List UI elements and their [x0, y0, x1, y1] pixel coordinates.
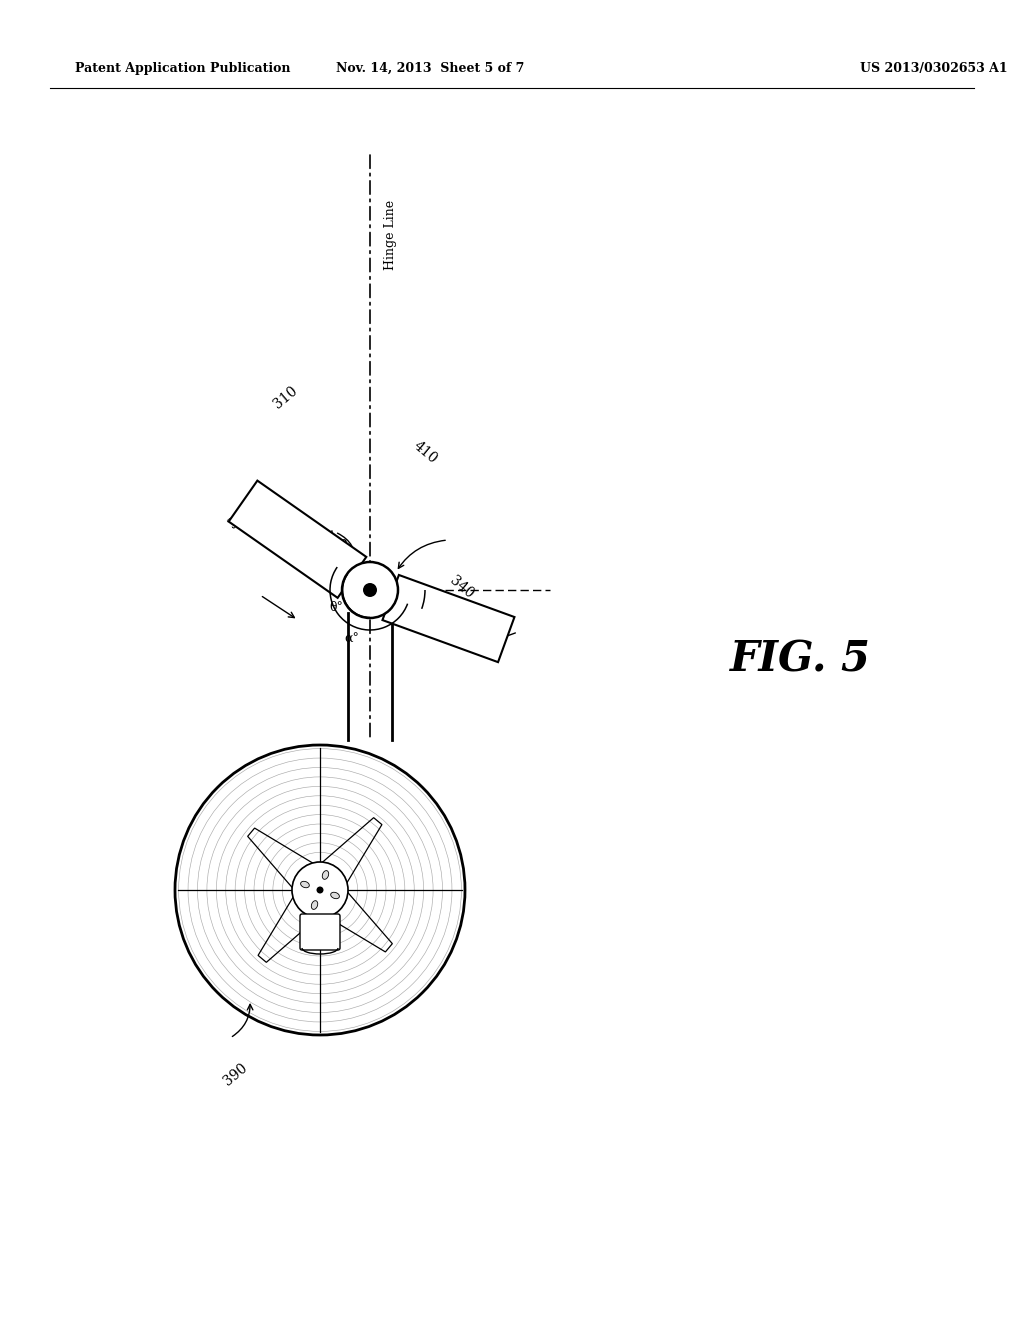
Text: Patent Application Publication: Patent Application Publication	[75, 62, 291, 75]
Text: Hinge Line: Hinge Line	[384, 201, 397, 271]
Text: FIG. 5: FIG. 5	[730, 639, 871, 681]
Circle shape	[316, 887, 324, 894]
Ellipse shape	[331, 892, 339, 899]
Circle shape	[292, 862, 348, 917]
Text: 410: 410	[411, 438, 439, 466]
Ellipse shape	[311, 900, 317, 909]
Circle shape	[342, 562, 398, 618]
Circle shape	[362, 583, 377, 597]
Circle shape	[175, 744, 465, 1035]
FancyBboxPatch shape	[300, 913, 340, 950]
Ellipse shape	[323, 871, 329, 879]
Text: 390: 390	[220, 1060, 250, 1088]
Text: α°: α°	[345, 632, 359, 645]
Ellipse shape	[301, 882, 309, 888]
Text: US 2013/0302653 A1: US 2013/0302653 A1	[860, 62, 1008, 75]
Polygon shape	[228, 480, 367, 598]
Text: P: P	[337, 539, 347, 553]
Text: 310: 310	[271, 383, 301, 411]
Text: 330: 330	[225, 503, 255, 531]
Text: θ°: θ°	[330, 602, 343, 614]
Text: β°: β°	[439, 599, 453, 612]
Polygon shape	[383, 576, 514, 663]
Text: Nov. 14, 2013  Sheet 5 of 7: Nov. 14, 2013 Sheet 5 of 7	[336, 62, 524, 75]
Text: 340: 340	[447, 573, 476, 601]
